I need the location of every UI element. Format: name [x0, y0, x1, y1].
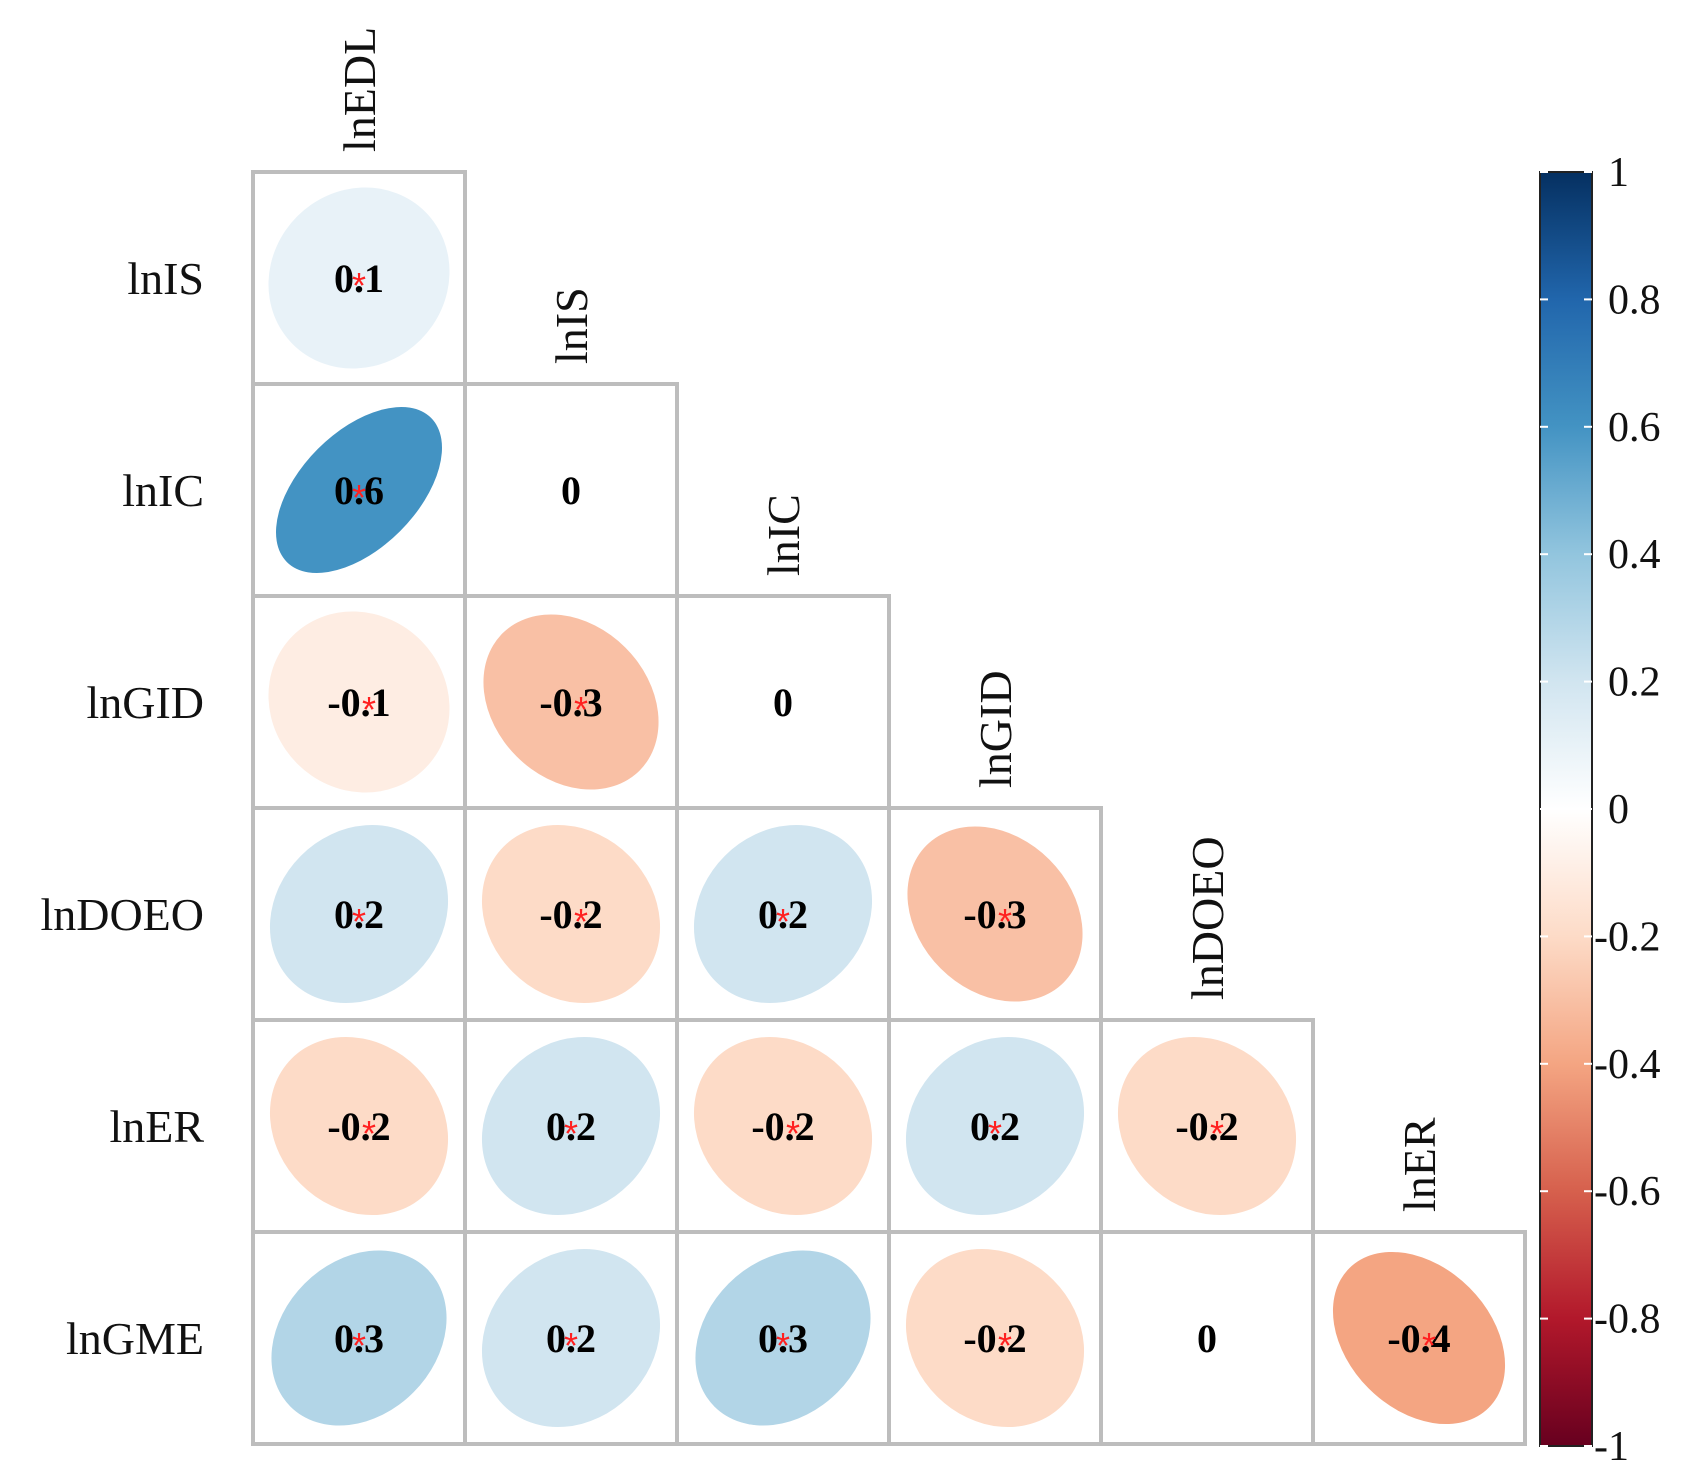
correlation-ellipse-lnER-lnDOEO [1117, 1036, 1297, 1216]
value-label-lnDOEO-lnIC: 0.2 [758, 892, 808, 937]
row-label-lnGID: lnGID [86, 677, 204, 728]
value-label-lnER-lnIS: 0.2 [546, 1104, 596, 1149]
correlation-ellipse-lnER-lnIC [693, 1036, 873, 1216]
colorbar-gradient [1540, 172, 1592, 1446]
significance-mark-lnGME-lnGID: * [998, 1325, 1012, 1366]
correlation-grid: 0.1*0.6* 0-0.1* -0.3* 00.2* -0.2* 0.2* -0.3*-0… [40, 27, 1527, 1446]
colorbar-tick-label-9: -0.8 [1594, 1297, 1661, 1343]
value-label-lnGME-lnDOEO: 0 [1197, 1316, 1217, 1361]
correlation-ellipse-lnIC-lnIS [479, 398, 663, 582]
row-label-lnIC: lnIC [122, 465, 204, 516]
value-label-lnDOEO-lnIS: -0.2 [539, 892, 602, 937]
significance-mark-lnGME-lnEDL: * [352, 1325, 366, 1366]
correlation-ellipse-lnGID-lnIS [483, 614, 659, 790]
value-label-lnDOEO-lnGID: -0.3 [963, 892, 1026, 937]
correlation-ellipse-lnGME-lnER [1332, 1251, 1506, 1425]
value-label-lnIC-lnEDL: 0.6 [334, 468, 384, 513]
value-label-lnIS-lnEDL: 0.1 [334, 256, 384, 301]
colorbar-tick-label-4: 0.2 [1608, 660, 1661, 706]
correlation-ellipse-lnGME-lnIC [695, 1250, 871, 1426]
value-label-lnGME-lnER: -0.4 [1387, 1316, 1450, 1361]
row-label-lnER: lnER [109, 1101, 204, 1152]
colorbar-tick-label-10: -1 [1594, 1424, 1629, 1470]
correlation-ellipse-lnDOEO-lnGID [907, 826, 1083, 1002]
significance-mark-lnDOEO-lnIS: * [574, 901, 588, 942]
column-label-lnEDL: lnEDL [334, 27, 385, 152]
value-label-lnGME-lnGID: -0.2 [963, 1316, 1026, 1361]
significance-mark-lnDOEO-lnEDL: * [352, 901, 366, 942]
correlation-ellipse-lnGME-lnEDL [271, 1250, 447, 1426]
significance-mark-lnGID-lnIS: * [574, 689, 588, 730]
significance-mark-lnDOEO-lnIC: * [776, 901, 790, 942]
significance-mark-lnGME-lnER: * [1422, 1325, 1436, 1366]
colorbar-tick-label-0: 1 [1608, 150, 1629, 196]
significance-mark-lnER-lnDOEO: * [1210, 1113, 1224, 1154]
significance-mark-lnER-lnIS: * [564, 1113, 578, 1154]
value-label-lnER-lnEDL: -0.2 [327, 1104, 390, 1149]
value-label-lnGID-lnEDL: -0.1 [327, 680, 390, 725]
row-label-lnGME: lnGME [66, 1313, 204, 1364]
significance-mark-lnER-lnEDL: * [362, 1113, 376, 1154]
value-label-lnGME-lnIS: 0.2 [546, 1316, 596, 1361]
value-label-lnGID-lnIC: 0 [773, 680, 793, 725]
colorbar-tick-label-3: 0.4 [1608, 532, 1661, 578]
column-label-lnGID: lnGID [970, 670, 1021, 788]
significance-mark-lnDOEO-lnGID: * [998, 901, 1012, 942]
value-label-lnER-lnIC: -0.2 [751, 1104, 814, 1149]
significance-mark-lnGID-lnEDL: * [362, 689, 376, 730]
correlation-ellipse-lnER-lnGID [905, 1036, 1085, 1216]
significance-mark-lnGME-lnIC: * [776, 1325, 790, 1366]
correlation-ellipse-lnER-lnEDL [269, 1036, 449, 1216]
column-label-lnER: lnER [1394, 1117, 1445, 1212]
value-label-lnDOEO-lnEDL: 0.2 [334, 892, 384, 937]
correlation-ellipse-lnGME-lnDOEO [1115, 1246, 1299, 1430]
colorbar-tick-label-7: -0.4 [1594, 1042, 1661, 1088]
value-label-lnER-lnDOEO: -0.2 [1175, 1104, 1238, 1149]
correlation-ellipse-lnGID-lnIC [691, 610, 875, 794]
correlation-ellipse-lnDOEO-lnIS [481, 824, 661, 1004]
colorbar-tick-label-6: -0.2 [1594, 914, 1661, 960]
correlation-ellipse-lnGME-lnGID [905, 1248, 1085, 1428]
value-label-lnGME-lnEDL: 0.3 [334, 1316, 384, 1361]
colorbar-tick-label-1: 0.8 [1608, 277, 1661, 323]
column-label-lnDOEO: lnDOEO [1182, 836, 1233, 1000]
colorbar: 1 0.8 0.6 0.4 0.2 0 -0.2 -0.4 -0.6 -0.8 -1 [1539, 150, 1661, 1470]
column-label-lnIS: lnIS [546, 287, 597, 364]
correlation-ellipse-lnIS-lnEDL [268, 187, 450, 369]
value-label-lnGID-lnIS: -0.3 [539, 680, 602, 725]
correlation-ellipse-lnGID-lnEDL [268, 611, 450, 793]
correlation-ellipse-lnGME-lnIS [481, 1248, 661, 1428]
correlation-ellipse-lnER-lnIS [481, 1036, 661, 1216]
significance-mark-lnER-lnGID: * [988, 1113, 1002, 1154]
correlation-ellipse-lnDOEO-lnIC [693, 824, 873, 1004]
row-label-lnDOEO: lnDOEO [40, 889, 204, 940]
column-label-lnIC: lnIC [758, 494, 809, 576]
correlation-ellipse-lnIC-lnEDL [276, 407, 442, 573]
value-label-lnGME-lnIC: 0.3 [758, 1316, 808, 1361]
value-label-lnER-lnGID: 0.2 [970, 1104, 1020, 1149]
value-label-lnIC-lnIS: 0 [561, 468, 581, 513]
colorbar-tick-label-2: 0.6 [1608, 405, 1661, 451]
significance-mark-lnGME-lnIS: * [564, 1325, 578, 1366]
correlation-ellipse-lnDOEO-lnEDL [269, 824, 449, 1004]
colorbar-tick-label-5: 0 [1608, 787, 1629, 833]
significance-mark-lnIC-lnEDL: * [352, 477, 366, 518]
colorbar-tick-label-8: -0.6 [1594, 1169, 1661, 1215]
row-label-lnIS: lnIS [127, 253, 204, 304]
significance-mark-lnIS-lnEDL: * [352, 265, 366, 306]
significance-mark-lnER-lnIC: * [786, 1113, 800, 1154]
